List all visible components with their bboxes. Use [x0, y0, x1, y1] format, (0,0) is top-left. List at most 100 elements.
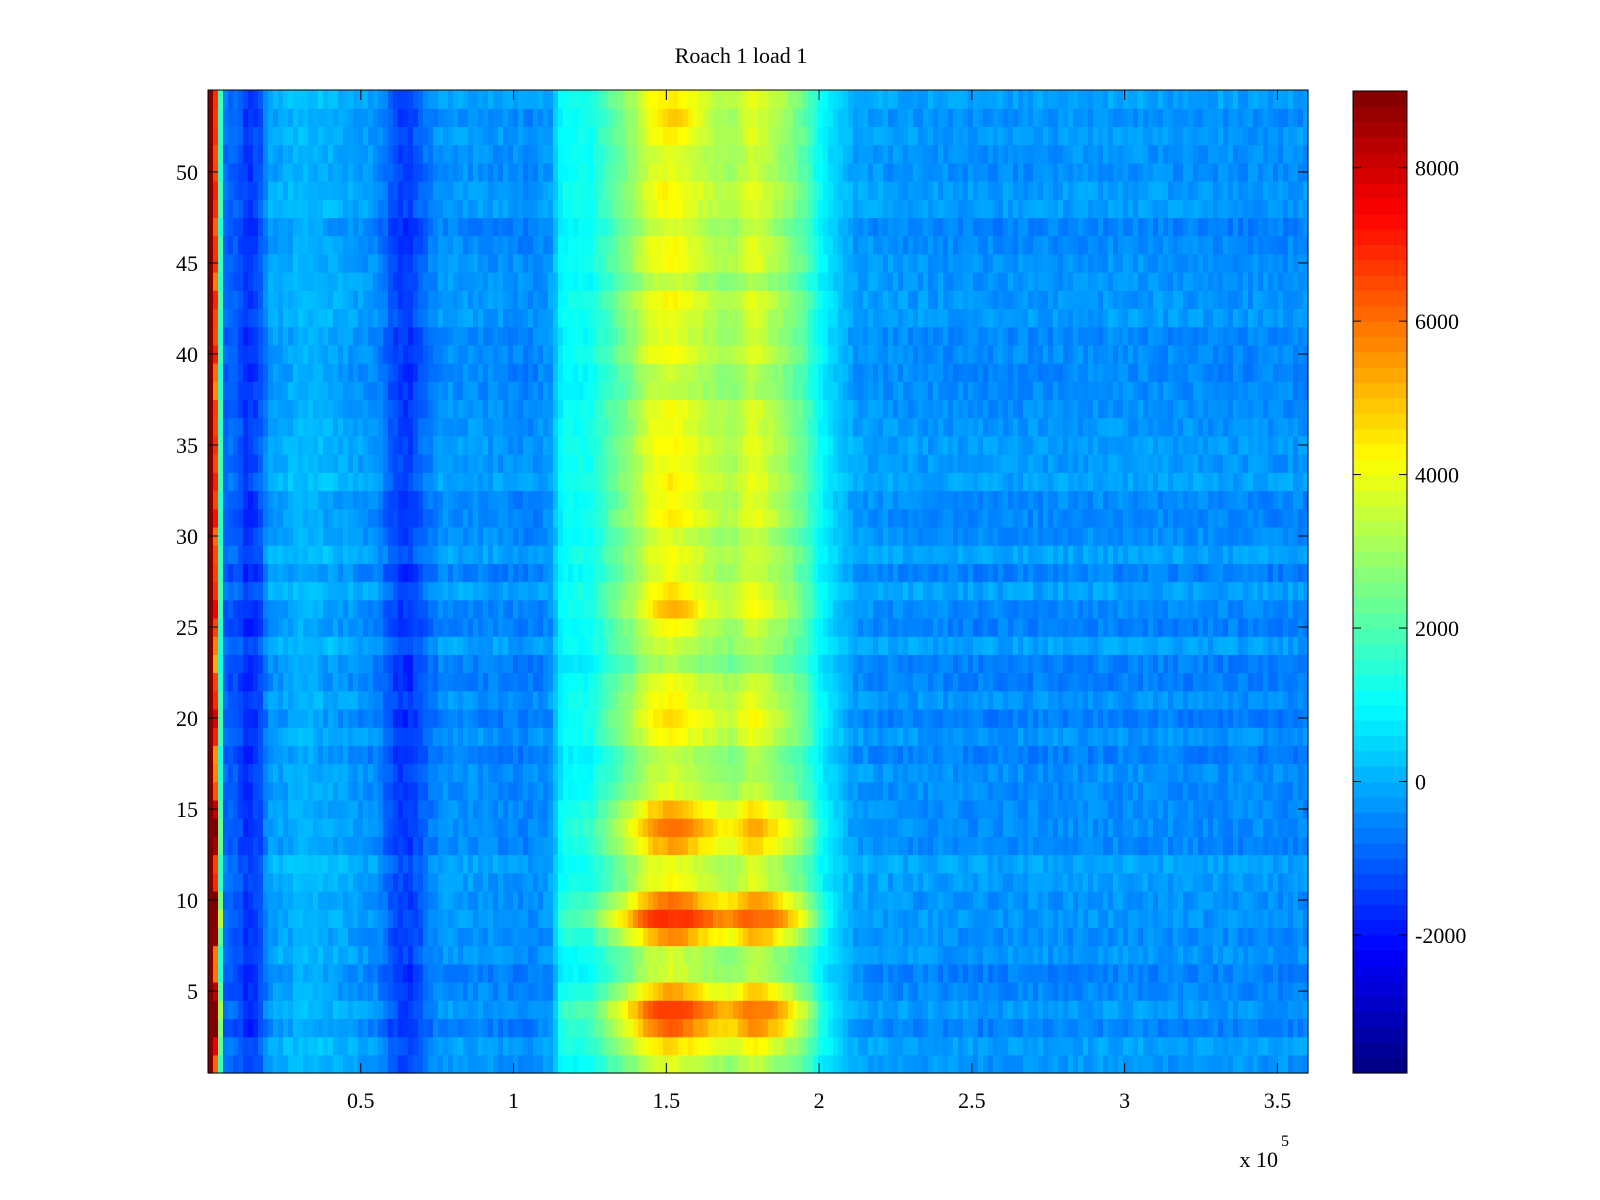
heatmap-cell	[273, 763, 279, 783]
heatmap-cell	[503, 927, 509, 947]
heatmap-cell	[348, 818, 354, 837]
heatmap-cell	[893, 854, 899, 874]
heatmap-cell	[483, 927, 489, 947]
heatmap-cell	[1303, 836, 1309, 856]
heatmap-cell	[1188, 981, 1194, 1001]
heatmap-cell	[393, 727, 399, 746]
heatmap-cell	[938, 981, 944, 1001]
heatmap-cell	[588, 963, 594, 983]
heatmap-cell	[243, 836, 249, 856]
heatmap-cell	[208, 781, 214, 801]
heatmap-cell	[888, 945, 894, 965]
heatmap-cell	[978, 1018, 984, 1038]
heatmap-cell	[598, 690, 604, 710]
heatmap-cell	[1283, 763, 1289, 783]
heatmap-cell	[1053, 963, 1059, 983]
heatmap-cell	[268, 708, 274, 728]
heatmap-cell	[613, 872, 619, 892]
heatmap-cell	[298, 781, 304, 801]
heatmap-cell	[803, 927, 809, 947]
heatmap-cell	[318, 1054, 324, 1074]
heatmap-cell	[748, 1054, 754, 1074]
heatmap-cell	[923, 890, 929, 910]
heatmap-cell	[1268, 963, 1274, 983]
heatmap-cell	[1098, 799, 1104, 819]
heatmap-cell	[1053, 818, 1059, 837]
heatmap-cell	[463, 727, 469, 746]
heatmap-cell	[378, 745, 384, 765]
heatmap-cell	[833, 927, 839, 947]
heatmap-cell	[543, 672, 549, 692]
heatmap-cell	[798, 981, 804, 1001]
heatmap-cell	[713, 672, 719, 692]
heatmap-cell	[378, 890, 384, 910]
heatmap-cell	[498, 1054, 504, 1074]
heatmap-cell	[488, 672, 494, 692]
heatmap-cell	[453, 854, 459, 874]
heatmap-cell	[388, 981, 394, 1001]
heatmap-cell	[1158, 890, 1164, 910]
heatmap-cell	[253, 818, 259, 837]
heatmap-cell	[1008, 672, 1014, 692]
heatmap-cell	[1228, 708, 1234, 728]
heatmap-cell	[323, 945, 329, 965]
heatmap-cell	[1298, 818, 1304, 837]
heatmap-cell	[1023, 708, 1029, 728]
heatmap-cell	[218, 1054, 224, 1074]
heatmap-cell	[638, 727, 644, 746]
heatmap-cell	[863, 708, 869, 728]
heatmap-cell	[1118, 1054, 1124, 1074]
heatmap-cell	[913, 836, 919, 856]
heatmap-cell	[1158, 963, 1164, 983]
heatmap-cell	[238, 690, 244, 710]
heatmap-cell	[733, 1054, 739, 1074]
heatmap-cell	[998, 708, 1004, 728]
heatmap-cell	[1058, 690, 1064, 710]
heatmap-cell	[683, 781, 689, 801]
heatmap-cell	[643, 836, 649, 856]
heatmap-cell	[863, 781, 869, 801]
heatmap-cell	[1063, 981, 1069, 1001]
heatmap-cell	[998, 727, 1004, 746]
heatmap-cell	[1238, 781, 1244, 801]
heatmap-cell	[803, 672, 809, 692]
heatmap-cell	[713, 927, 719, 947]
heatmap-cell	[1088, 836, 1094, 856]
heatmap-cell	[858, 854, 864, 874]
heatmap-cell	[593, 963, 599, 983]
heatmap-cell	[288, 909, 294, 928]
heatmap-cell	[268, 963, 274, 983]
heatmap-cell	[723, 945, 729, 965]
heatmap-cell	[1038, 909, 1044, 928]
heatmap-cell	[1243, 1018, 1249, 1038]
heatmap-cell	[318, 818, 324, 837]
heatmap-cell	[828, 836, 834, 856]
heatmap-cell	[833, 818, 839, 837]
heatmap-cell	[508, 981, 514, 1001]
heatmap-cell	[1083, 836, 1089, 856]
heatmap-row	[208, 1036, 1309, 1056]
heatmap-cell	[843, 672, 849, 692]
heatmap-cell	[488, 1018, 494, 1038]
heatmap-cell	[343, 708, 349, 728]
heatmap-cell	[563, 690, 569, 710]
heatmap-cell	[873, 781, 879, 801]
heatmap-cell	[523, 727, 529, 746]
heatmap-cell	[488, 854, 494, 874]
heatmap-cell	[868, 763, 874, 783]
heatmap-cell	[1293, 1036, 1299, 1056]
heatmap-cell	[493, 727, 499, 746]
heatmap-cell	[543, 836, 549, 856]
heatmap-cell	[1128, 818, 1134, 837]
heatmap-cell	[1248, 799, 1254, 819]
heatmap-cell	[668, 745, 674, 765]
heatmap-cell	[1273, 727, 1279, 746]
heatmap-cell	[488, 963, 494, 983]
heatmap-cell	[443, 1000, 449, 1019]
heatmap-cell	[528, 763, 534, 783]
heatmap-cell	[543, 872, 549, 892]
heatmap-cell	[528, 799, 534, 819]
heatmap-cell	[218, 1018, 224, 1038]
heatmap-cell	[683, 818, 689, 837]
heatmap-cell	[243, 763, 249, 783]
